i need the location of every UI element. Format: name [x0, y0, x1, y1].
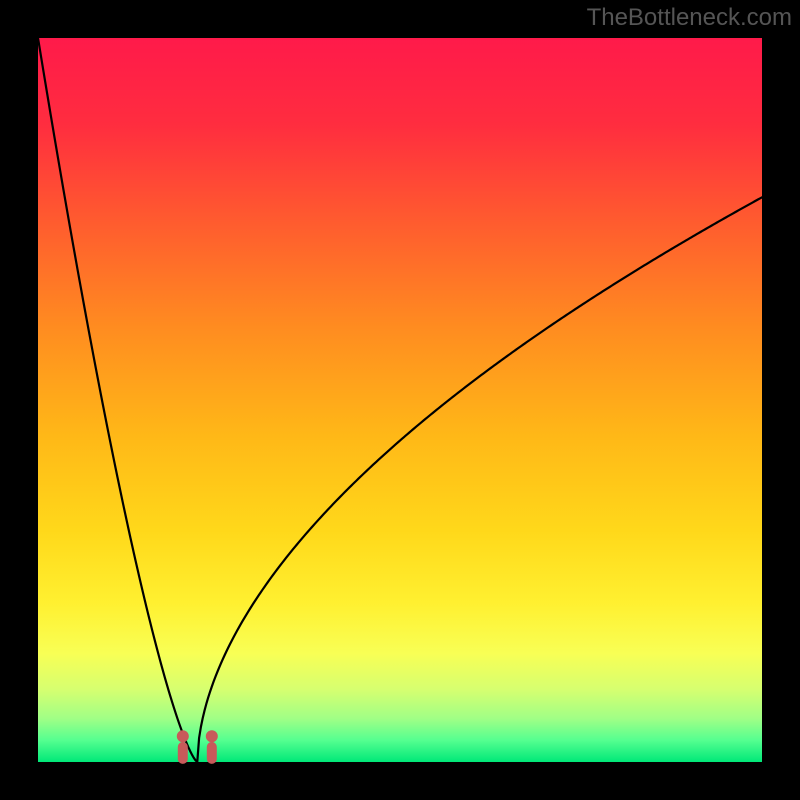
marker-head	[177, 730, 189, 742]
chart-container: TheBottleneck.com	[0, 0, 800, 800]
plot-area	[38, 38, 762, 762]
watermark-text: TheBottleneck.com	[587, 4, 792, 32]
marker-body	[178, 742, 188, 764]
marker-body	[207, 742, 217, 764]
marker-head	[206, 730, 218, 742]
bottleneck-chart	[0, 0, 800, 800]
